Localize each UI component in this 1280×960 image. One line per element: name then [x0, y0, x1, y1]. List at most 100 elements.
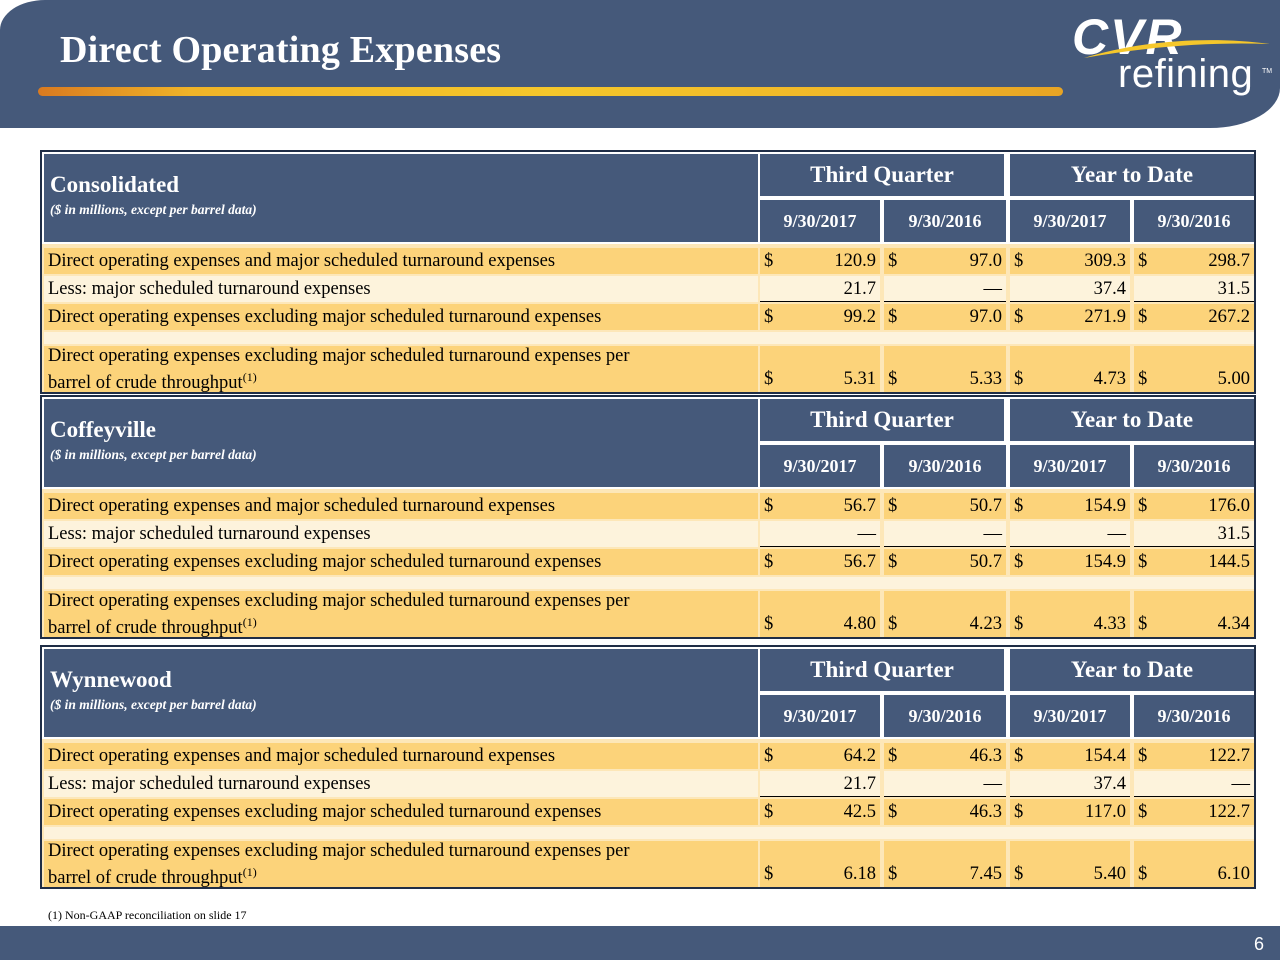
cell-value: 37.4: [1093, 279, 1126, 299]
table-row: Less: major scheduled turnaround expense…: [44, 771, 1254, 797]
value-cell: $267.2: [1134, 304, 1254, 330]
table-header: Coffeyville ($ in millions, except per ba…: [42, 397, 1254, 489]
dollar-sign: $: [1138, 864, 1148, 884]
value-cell: $99.2: [760, 304, 880, 330]
header-date-2: 9/30/2016: [884, 200, 1006, 242]
table-row: Less: major scheduled turnaround expense…: [44, 276, 1254, 302]
cell-value: 176.0: [1208, 496, 1250, 516]
dollar-sign: $: [1014, 802, 1024, 822]
units-note: ($ in millions, except per barrel data): [50, 697, 257, 712]
dollar-sign: $: [1138, 552, 1148, 572]
dollar-sign: $: [1138, 802, 1148, 822]
dollar-sign: $: [1138, 369, 1148, 389]
dollar-sign: $: [764, 369, 774, 389]
wynnewood-table: Wynnewood ($ in millions, except per barr…: [40, 645, 1256, 889]
value-cell: —: [1134, 771, 1254, 797]
header-date-1: 9/30/2017: [760, 200, 880, 242]
row-label: Direct operating expenses excluding majo…: [44, 799, 758, 825]
cell-value: 4.34: [1217, 614, 1250, 634]
dollar-sign: $: [764, 746, 774, 766]
table-row: Direct operating expenses excluding majo…: [44, 346, 1254, 393]
row-label-line1: Direct operating expenses excluding majo…: [48, 591, 630, 611]
header-year-to-date: Year to Date: [1010, 649, 1254, 691]
dollar-sign: $: [1014, 614, 1024, 634]
value-cell: —: [1010, 521, 1130, 547]
cell-value: 298.7: [1208, 251, 1250, 271]
row-label-line1: Direct operating expenses excluding majo…: [48, 346, 630, 366]
dollar-sign: $: [764, 496, 774, 516]
consolidated-table: Consolidated ($ in millions, except per b…: [40, 150, 1256, 394]
value-cell: $176.0: [1134, 493, 1254, 519]
table-row: Direct operating expenses excluding majo…: [44, 841, 1254, 889]
table-row: Direct operating expenses and major sche…: [44, 248, 1254, 274]
value-cell: $50.7: [884, 493, 1006, 519]
cell-value: —: [1107, 524, 1127, 544]
cell-value: —: [1231, 774, 1251, 794]
cell-value: 5.40: [1093, 864, 1126, 884]
value-cell: $122.7: [1134, 799, 1254, 825]
cell-value: 7.45: [969, 864, 1002, 884]
value-cell: $5.00: [1134, 346, 1254, 392]
value-cell: $5.40: [1010, 841, 1130, 887]
cell-value: 5.00: [1217, 369, 1250, 389]
dollar-sign: $: [888, 307, 898, 327]
row-label: Direct operating expenses excluding majo…: [44, 841, 758, 889]
footnote: (1) Non-GAAP reconciliation on slide 17: [48, 908, 247, 922]
table-row: Direct operating expenses and major sche…: [44, 493, 1254, 519]
row-label: Less: major scheduled turnaround expense…: [44, 771, 758, 797]
dollar-sign: $: [1138, 496, 1148, 516]
footnote-ref: (1): [242, 370, 257, 384]
row-label-text: barrel of crude throughput: [48, 618, 243, 639]
value-cell: $50.7: [884, 549, 1006, 575]
dollar-sign: $: [1138, 614, 1148, 634]
value-cell: $4.23: [884, 591, 1006, 637]
row-label-text: barrel of crude throughput: [48, 868, 243, 889]
cell-value: 64.2: [843, 746, 876, 766]
value-cell: $120.9: [760, 248, 880, 274]
units-note: ($ in millions, except per barrel data): [50, 447, 257, 462]
cell-value: 4.73: [1093, 369, 1126, 389]
cell-value: —: [857, 524, 877, 544]
value-cell: $4.80: [760, 591, 880, 637]
header-date-3: 9/30/2017: [1010, 695, 1130, 737]
header-date-4: 9/30/2016: [1134, 200, 1254, 242]
value-cell: $7.45: [884, 841, 1006, 887]
cell-value: 4.23: [969, 614, 1002, 634]
value-cell: $117.0: [1010, 799, 1130, 825]
logo-cvr-text: CVR: [1072, 9, 1184, 65]
table-row: Direct operating expenses excluding majo…: [44, 549, 1254, 575]
section-name: Wynnewood: [50, 667, 172, 692]
section-name: Consolidated: [50, 172, 180, 197]
cell-value: 56.7: [843, 496, 876, 516]
cell-value: 46.3: [969, 802, 1002, 822]
dollar-sign: $: [1014, 307, 1024, 327]
row-spacer: [44, 827, 1254, 839]
cell-value: 50.7: [969, 552, 1002, 572]
value-cell: $144.5: [1134, 549, 1254, 575]
page-title: Direct Operating Expenses: [60, 29, 502, 71]
table-row: Less: major scheduled turnaround expense…: [44, 521, 1254, 547]
cell-value: 117.0: [1085, 802, 1126, 822]
value-cell: $271.9: [1010, 304, 1130, 330]
value-cell: —: [884, 521, 1006, 547]
row-label: Direct operating expenses and major sche…: [44, 493, 758, 519]
dollar-sign: $: [1014, 251, 1024, 271]
section-title-cell: Wynnewood ($ in millions, except per barr…: [44, 649, 758, 737]
cell-value: 97.0: [969, 251, 1002, 271]
logo-refining-text: refining: [1118, 52, 1254, 96]
row-spacer: [44, 332, 1254, 344]
cvr-refining-logo: CVR refining TM: [1072, 9, 1272, 102]
value-cell: $97.0: [884, 248, 1006, 274]
cell-value: 21.7: [843, 279, 876, 299]
cell-value: 4.80: [843, 614, 876, 634]
cell-value: 144.5: [1208, 552, 1250, 572]
cell-value: 37.4: [1093, 774, 1126, 794]
value-cell: $122.7: [1134, 743, 1254, 769]
cell-value: 120.9: [834, 251, 876, 271]
header-third-quarter: Third Quarter: [760, 399, 1004, 441]
value-cell: 31.5: [1134, 276, 1254, 302]
dollar-sign: $: [1138, 746, 1148, 766]
row-label-line2: barrel of crude throughput(1): [48, 612, 758, 639]
cell-value: 267.2: [1208, 307, 1250, 327]
dollar-sign: $: [888, 802, 898, 822]
